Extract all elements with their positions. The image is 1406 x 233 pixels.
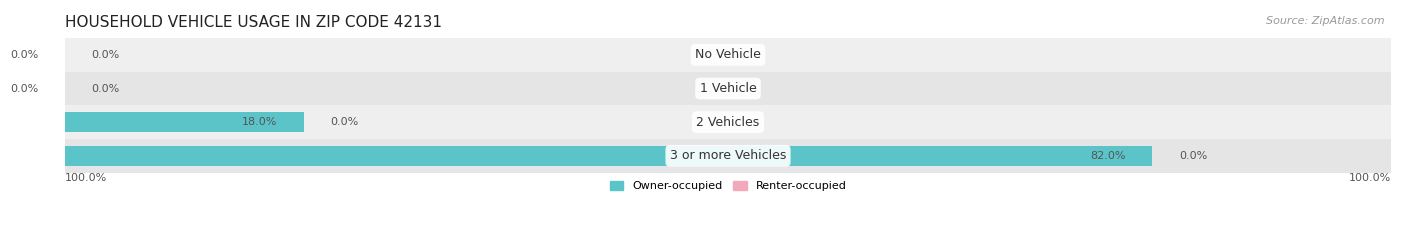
Text: 0.0%: 0.0% <box>330 117 359 127</box>
Text: 0.0%: 0.0% <box>1178 151 1208 161</box>
Text: 18.0%: 18.0% <box>242 117 277 127</box>
Text: 100.0%: 100.0% <box>1348 173 1391 183</box>
Bar <box>65 139 1391 173</box>
Text: HOUSEHOLD VEHICLE USAGE IN ZIP CODE 42131: HOUSEHOLD VEHICLE USAGE IN ZIP CODE 4213… <box>65 15 441 30</box>
Legend: Owner-occupied, Renter-occupied: Owner-occupied, Renter-occupied <box>610 181 846 191</box>
Text: 2 Vehicles: 2 Vehicles <box>696 116 759 129</box>
Text: 82.0%: 82.0% <box>1090 151 1126 161</box>
Text: 1 Vehicle: 1 Vehicle <box>700 82 756 95</box>
Bar <box>65 38 1391 72</box>
Bar <box>65 146 1153 166</box>
Text: Source: ZipAtlas.com: Source: ZipAtlas.com <box>1267 16 1385 26</box>
Bar <box>65 72 1391 105</box>
Bar <box>65 105 1391 139</box>
Text: 0.0%: 0.0% <box>91 84 120 94</box>
Text: 0.0%: 0.0% <box>91 50 120 60</box>
Bar <box>65 112 304 132</box>
Text: No Vehicle: No Vehicle <box>695 48 761 62</box>
Text: 0.0%: 0.0% <box>10 84 38 94</box>
Text: 0.0%: 0.0% <box>10 50 38 60</box>
Text: 3 or more Vehicles: 3 or more Vehicles <box>669 149 786 162</box>
Text: 100.0%: 100.0% <box>65 173 107 183</box>
